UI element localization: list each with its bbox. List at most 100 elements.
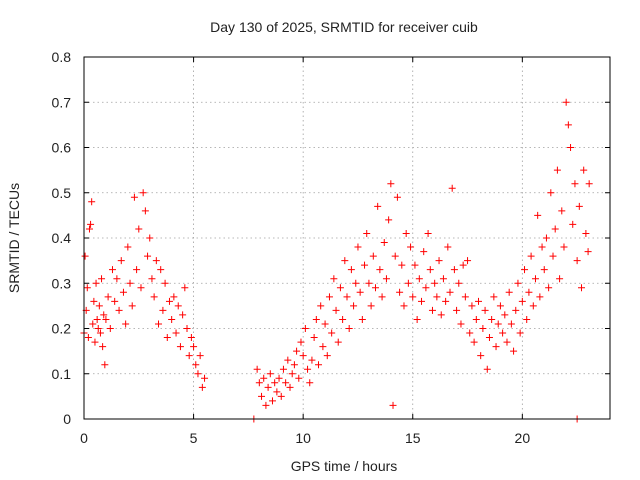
data-point <box>477 352 485 360</box>
data-point <box>113 275 121 283</box>
data-point <box>545 284 553 292</box>
data-point <box>560 243 568 251</box>
data-point <box>415 275 423 283</box>
data-point <box>352 279 360 287</box>
data-point <box>94 325 102 332</box>
data-point <box>99 343 107 351</box>
data-point <box>404 279 412 287</box>
data-point <box>98 275 106 283</box>
data-point <box>431 279 439 287</box>
y-tick-label: 0.1 <box>52 366 72 382</box>
data-point <box>350 302 358 310</box>
data-point <box>523 315 531 323</box>
data-point <box>562 98 570 106</box>
data-point <box>144 252 152 260</box>
y-tick-label: 0.7 <box>52 94 72 110</box>
data-point <box>374 202 382 210</box>
data-point <box>459 261 467 269</box>
data-point <box>547 189 555 197</box>
data-point <box>92 279 100 287</box>
data-point <box>472 315 480 323</box>
data-point <box>453 306 461 314</box>
data-point <box>95 302 103 310</box>
y-tick-label: 0.5 <box>52 185 72 201</box>
y-tick-label: 0.4 <box>52 230 72 246</box>
data-point <box>128 302 136 310</box>
data-point <box>284 356 292 364</box>
data-point <box>496 302 504 310</box>
data-point <box>402 229 410 237</box>
data-point <box>288 370 296 378</box>
data-point <box>468 302 476 310</box>
data-point <box>323 352 331 360</box>
data-point <box>297 338 305 346</box>
plot-frame <box>83 56 611 420</box>
data-point <box>198 383 206 391</box>
data-point <box>290 361 298 369</box>
data-point <box>371 284 379 292</box>
data-point <box>376 266 384 274</box>
data-point <box>306 379 314 387</box>
data-point <box>400 302 408 310</box>
data-point <box>420 248 428 256</box>
data-point <box>516 329 524 337</box>
data-point <box>81 252 89 260</box>
data-point <box>319 343 327 351</box>
x-tick-label: 20 <box>515 430 531 446</box>
data-point <box>260 374 268 382</box>
data-point <box>282 379 290 387</box>
data-point <box>418 297 426 305</box>
data-point <box>409 293 417 301</box>
data-point <box>461 293 469 301</box>
data-point <box>126 279 134 287</box>
y-tick-label: 0.8 <box>52 49 72 65</box>
data-point <box>361 261 369 269</box>
data-point <box>100 311 108 319</box>
data-point <box>312 315 320 323</box>
data-point <box>553 166 561 174</box>
data-point <box>485 334 493 342</box>
data-point <box>271 379 279 387</box>
grid-layer <box>84 57 610 419</box>
data-point <box>108 266 116 274</box>
data-point <box>334 338 342 346</box>
data-point <box>444 243 452 251</box>
data-point <box>87 220 95 228</box>
data-point <box>273 388 281 396</box>
data-point <box>185 352 193 360</box>
data-point <box>367 302 375 310</box>
data-point <box>475 297 482 305</box>
data-point <box>148 275 156 283</box>
data-point <box>135 225 143 233</box>
data-point <box>106 325 114 332</box>
data-point <box>174 302 182 310</box>
data-point <box>139 189 147 197</box>
data-point <box>264 383 272 391</box>
data-point <box>483 365 491 373</box>
data-point <box>310 334 318 342</box>
data-point <box>130 193 138 201</box>
data-point <box>152 257 160 265</box>
data-point <box>341 257 349 265</box>
data-point <box>525 288 533 296</box>
data-point <box>396 288 404 296</box>
data-point <box>448 184 456 192</box>
data-point <box>494 320 502 328</box>
data-point <box>339 315 347 323</box>
data-point <box>413 315 421 323</box>
data-point <box>101 361 109 369</box>
data-point <box>540 266 548 274</box>
data-point <box>582 229 590 237</box>
data-point <box>141 207 149 215</box>
data-point <box>117 257 125 265</box>
data-point <box>435 257 443 265</box>
x-tick-label: 15 <box>405 430 421 446</box>
data-point <box>481 306 489 314</box>
data-point <box>505 288 513 296</box>
data-point <box>155 320 163 328</box>
data-point <box>558 207 566 215</box>
data-point <box>556 275 564 283</box>
data-point <box>179 311 187 319</box>
y-tick-label: 0 <box>63 411 71 427</box>
data-point <box>534 211 542 219</box>
